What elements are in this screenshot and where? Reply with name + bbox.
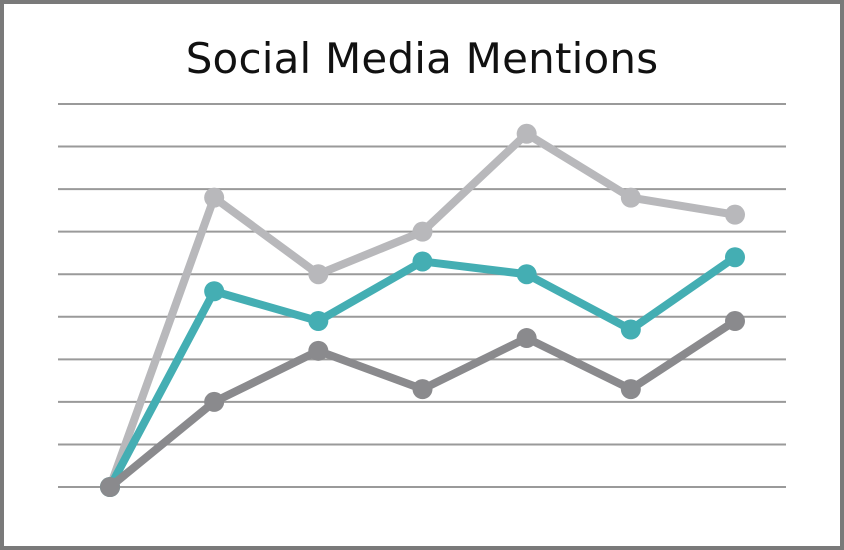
series-layer [100,123,745,497]
data-point [308,311,329,332]
data-point [412,221,433,242]
data-point [620,319,641,340]
series-1 [100,123,745,497]
data-point [516,123,537,144]
data-point [516,264,537,285]
data-point [308,264,329,285]
series-line [106,317,739,491]
data-point [620,187,641,208]
data-point [725,311,745,332]
data-point [204,187,225,208]
data-point [725,204,745,225]
data-point [204,391,225,412]
data-point [620,379,641,400]
data-point [308,340,329,361]
series-line [106,253,739,491]
data-point [412,379,433,400]
series-3 [100,311,745,497]
data-point [100,477,120,497]
data-point [412,251,433,272]
series-2 [100,247,745,497]
chart-title: Social Media Mentions [185,34,659,83]
data-point [516,328,537,349]
data-point [204,281,225,302]
data-point [725,247,745,268]
